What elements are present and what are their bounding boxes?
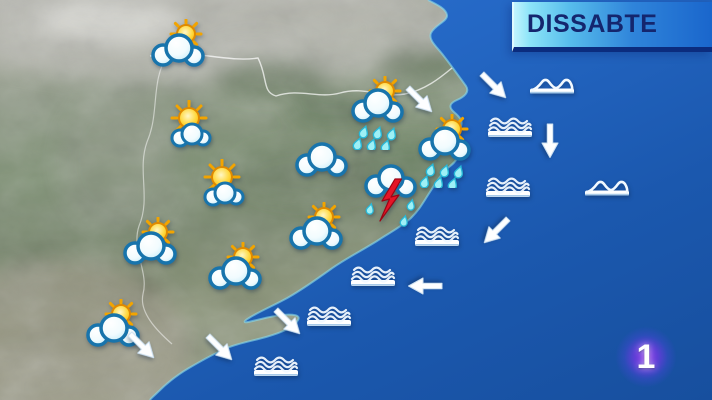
- wind-arrow-icon: [121, 325, 163, 367]
- cloud: [203, 181, 245, 207]
- sun-core: [375, 81, 395, 101]
- cloud: [208, 256, 262, 290]
- arrow-shape: [405, 85, 433, 113]
- day-banner: DISSABTE: [512, 2, 712, 52]
- sun-cloud-rain-icon: [348, 76, 406, 150]
- arrow-shape: [483, 216, 511, 244]
- cloud: [86, 313, 140, 347]
- sun: [368, 76, 402, 104]
- arrow-shape: [541, 123, 559, 158]
- wind-arrow-icon: [199, 327, 241, 369]
- wave-crests: [530, 78, 574, 92]
- wind-arrow-icon: [406, 275, 444, 297]
- wave-base: [254, 370, 298, 376]
- wave-lines: [253, 356, 299, 373]
- cloud: [123, 231, 177, 265]
- raindrops: [352, 124, 397, 150]
- raindrops: [419, 162, 464, 188]
- sun: [203, 159, 241, 191]
- sea-rough-waves-icon: [413, 224, 461, 248]
- wave-crests: [585, 180, 629, 194]
- wave-base: [488, 131, 532, 137]
- sun-with-small-cloud-icon: [163, 100, 215, 148]
- sea-rough-waves-icon: [252, 354, 300, 378]
- sun-behind-cloud-icon: [148, 19, 208, 69]
- sun: [169, 19, 203, 47]
- wind-arrow-icon: [475, 210, 517, 252]
- wind-arrow-icon: [473, 65, 515, 107]
- wave-base: [486, 191, 530, 197]
- cloud: [295, 142, 348, 177]
- wave-lines: [487, 117, 533, 134]
- wind-arrow-icon: [399, 79, 441, 121]
- sun-cloud-rain-icon: [415, 114, 473, 188]
- sun-core: [314, 207, 334, 227]
- sea-rough-waves-icon: [484, 175, 532, 199]
- sun-with-small-cloud-icon: [196, 159, 248, 207]
- arrow-shape: [205, 333, 233, 361]
- border-lines: [136, 52, 453, 345]
- sun-behind-cloud-icon: [205, 242, 265, 292]
- sun: [141, 217, 175, 245]
- cloud: [170, 122, 212, 148]
- sun-behind-cloud-icon: [120, 217, 180, 267]
- sun: [104, 299, 138, 327]
- cloud-icon: [293, 138, 351, 178]
- cloud: [364, 164, 417, 198]
- channel-number: 1: [636, 337, 656, 376]
- wave-base: [530, 88, 574, 94]
- sea-rough-waves-icon: [486, 115, 534, 139]
- sun-core: [211, 166, 233, 188]
- wave-lines: [306, 306, 352, 323]
- sun-core: [233, 247, 253, 267]
- sea-calm-waves-icon: [528, 77, 576, 95]
- sun: [307, 202, 341, 230]
- wave-lines: [350, 266, 396, 283]
- cloud: [289, 216, 343, 250]
- storm-lightning-icon: [362, 161, 420, 229]
- sun-core: [442, 119, 462, 139]
- sun: [170, 100, 208, 132]
- channel-logo-badge: 1: [614, 325, 678, 389]
- sun-core: [176, 24, 196, 44]
- coastline: [149, 0, 469, 400]
- day-banner-label: DISSABTE: [527, 10, 658, 38]
- sea-calm-waves-icon: [583, 179, 631, 197]
- sun: [435, 114, 469, 142]
- wave-lines: [414, 226, 460, 243]
- sun: [226, 242, 260, 270]
- wave-base: [585, 190, 629, 196]
- arrow-shape: [408, 277, 443, 295]
- sea-rough-waves-icon: [349, 264, 397, 288]
- lightning-bolt: [379, 178, 403, 222]
- sun-core: [148, 222, 168, 242]
- wind-arrow-icon: [539, 122, 561, 160]
- cloud: [418, 126, 471, 161]
- arrow-shape: [479, 71, 507, 99]
- wave-base: [307, 320, 351, 326]
- sun-core: [111, 304, 131, 324]
- arrow-shape: [127, 331, 155, 359]
- wave-base: [415, 240, 459, 246]
- arrow-shape: [273, 307, 301, 335]
- sun-core: [178, 107, 200, 129]
- sun-behind-cloud-icon: [83, 299, 143, 349]
- wind-arrow-icon: [267, 301, 309, 343]
- raindrops: [365, 198, 415, 227]
- wave-lines: [485, 177, 531, 194]
- wave-base: [351, 280, 395, 286]
- cloud: [151, 33, 205, 67]
- sun-behind-cloud-icon: [286, 202, 346, 252]
- sea-rough-waves-icon: [305, 304, 353, 328]
- cloud: [351, 88, 404, 123]
